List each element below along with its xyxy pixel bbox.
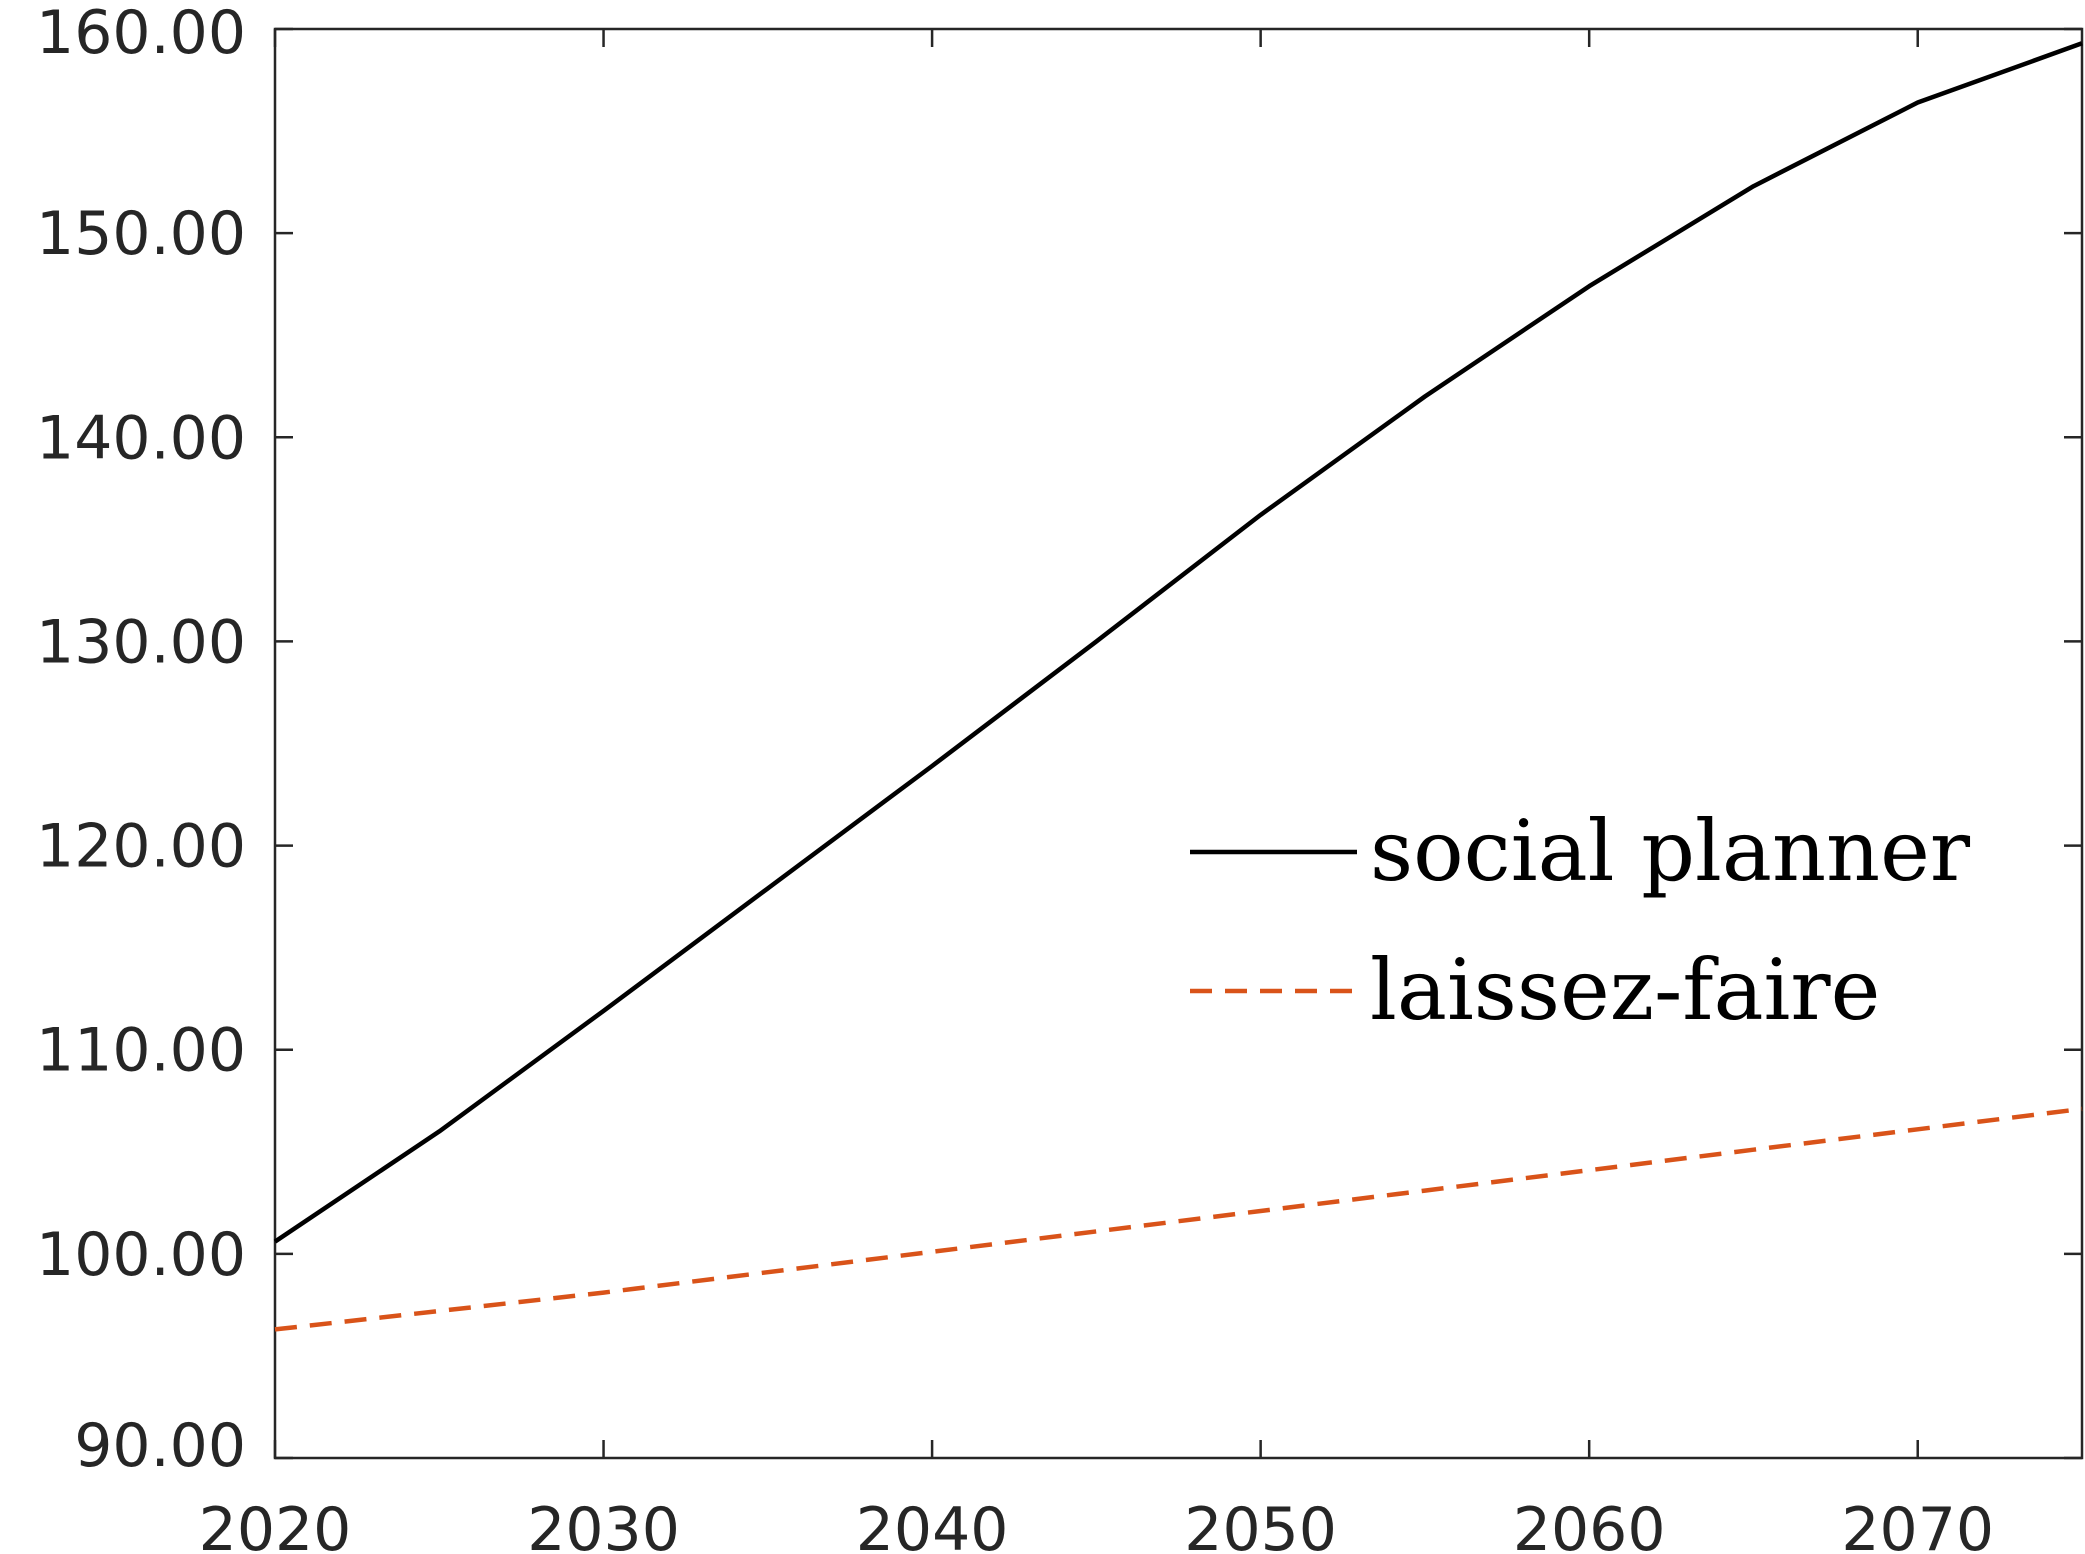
y-tick-label-90.00: 90.00 <box>74 1411 246 1481</box>
x-tick-label-2070: 2070 <box>1841 1495 1994 1554</box>
x-tick-label-2020: 2020 <box>199 1495 352 1554</box>
y-tick-label-150.00: 150.00 <box>36 199 246 269</box>
y-tick-label-110.00: 110.00 <box>36 1016 246 1086</box>
legend-label-laissez-faire: laissez-faire <box>1370 941 1880 1039</box>
y-tick-label-130.00: 130.00 <box>36 607 246 677</box>
x-tick-label-2030: 2030 <box>527 1495 680 1554</box>
legend-label-social-planner: social planner <box>1370 802 1971 900</box>
series-line-social-planner <box>273 41 2083 1244</box>
legend: social planner laissez-faire <box>1190 802 1971 1039</box>
x-axis-tick-labels: 2020 2030 2040 2050 2060 2070 <box>199 1495 1994 1554</box>
plot-area-border <box>273 27 2084 1460</box>
axes-frame <box>273 27 2084 1460</box>
series-lines <box>273 41 2083 1332</box>
x-tick-label-2050: 2050 <box>1184 1495 1337 1554</box>
y-tick-label-160.00: 160.00 <box>36 0 246 68</box>
y-tick-label-140.00: 140.00 <box>36 403 246 473</box>
axis-ticks <box>273 27 2082 1460</box>
y-axis-tick-labels: 90.00 100.00 110.00 120.00 130.00 140.00 150.0… <box>36 0 246 1481</box>
y-tick-label-100.00: 100.00 <box>36 1220 246 1290</box>
x-tick-label-2060: 2060 <box>1513 1495 1666 1554</box>
series-line-laissez-faire <box>274 1106 2083 1332</box>
x-tick-label-2040: 2040 <box>856 1495 1009 1554</box>
y-tick-label-120.00: 120.00 <box>36 812 246 882</box>
